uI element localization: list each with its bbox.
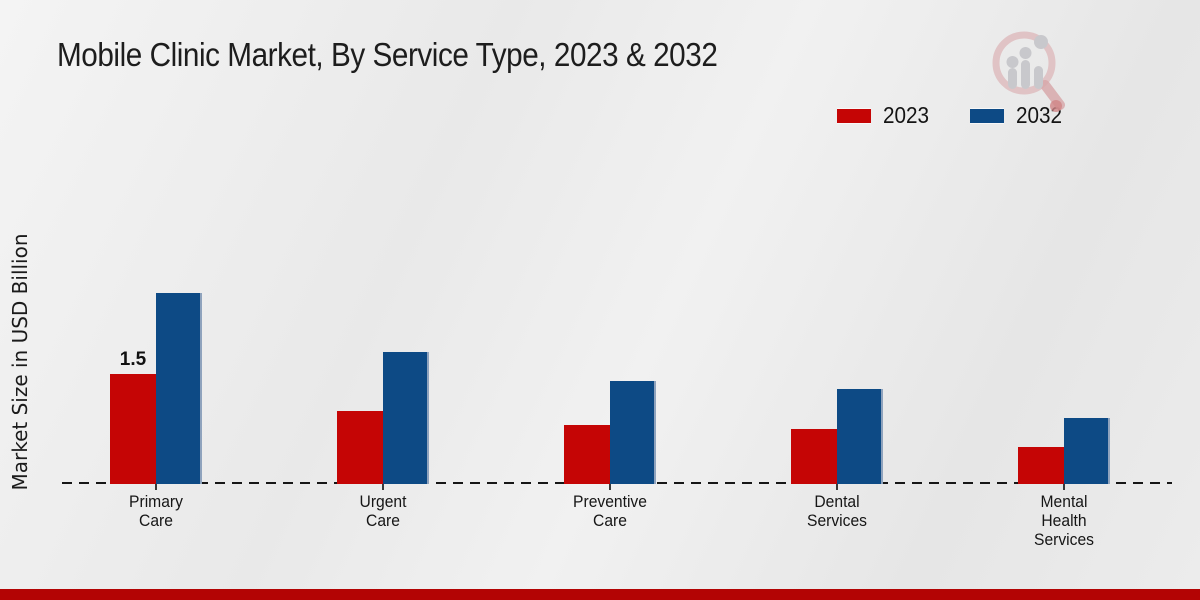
magnifier-barchart-logo-icon — [992, 31, 1065, 112]
legend-item-2023: 2023 — [837, 102, 934, 129]
bar-2023-primary-care — [110, 374, 156, 484]
x-axis-tick-mental-health-services — [1063, 484, 1065, 490]
bar-2023-urgent-care — [337, 411, 383, 484]
bar-2032-primary-care — [156, 293, 202, 484]
bar-2023-dental-services — [791, 429, 837, 484]
x-axis-label-preventive-care: Preventive Care — [573, 492, 647, 530]
x-axis-tick-preventive-care — [609, 484, 611, 490]
bar-2032-mental-health-services — [1064, 418, 1110, 484]
x-axis-label-primary-care: Primary Care — [129, 492, 183, 530]
x-axis-label-urgent-care: Urgent Care — [359, 492, 407, 530]
bar-2023-mental-health-services — [1018, 447, 1064, 484]
footer-accent-bar — [0, 589, 1200, 600]
bar-2032-preventive-care — [610, 381, 656, 484]
bar-2032-urgent-care — [383, 352, 429, 484]
x-axis-tick-dental-services — [836, 484, 838, 490]
bar-2032-dental-services — [837, 389, 883, 484]
legend-swatch-2032 — [970, 108, 1005, 123]
x-axis-tick-primary-care — [155, 484, 157, 490]
legend-swatch-2023 — [837, 108, 871, 123]
chart-title: Mobile Clinic Market, By Service Type, 2… — [57, 36, 718, 73]
x-axis-label-dental-services: Dental Services — [807, 492, 867, 530]
bar-2023-preventive-care — [564, 425, 610, 484]
legend: 2023 2032 — [837, 102, 1067, 129]
x-axis-tick-urgent-care — [382, 484, 384, 490]
value-label-2023-primary-care: 1.5 — [119, 349, 147, 370]
brand-logo — [988, 26, 1068, 119]
legend-label-2023: 2023 — [883, 102, 930, 128]
x-axis-label-mental-health-services: Mental Health Services — [1034, 492, 1094, 549]
